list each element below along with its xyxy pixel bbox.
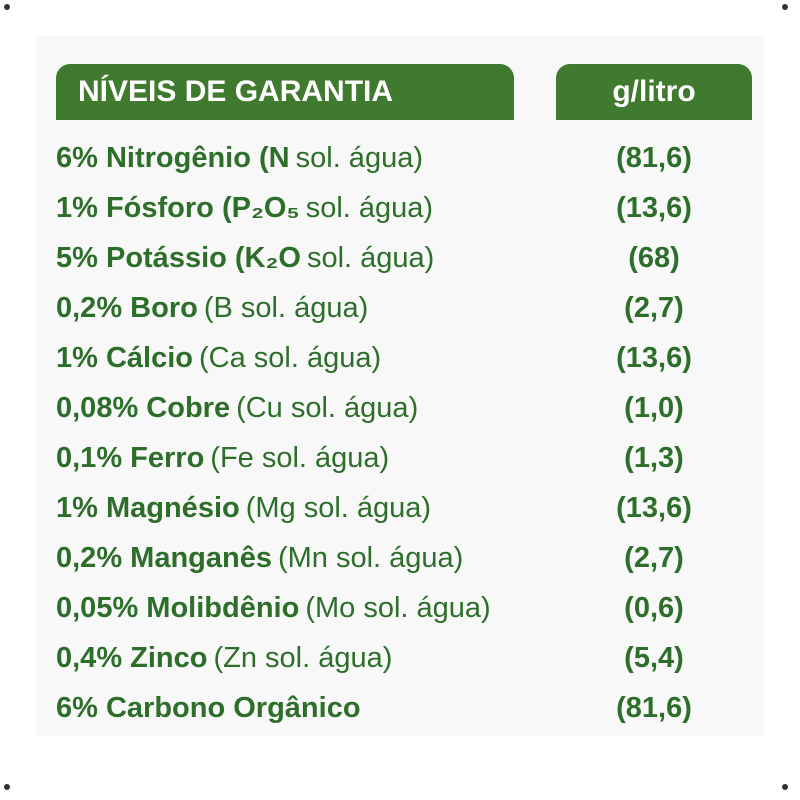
nutrient-note: (Ca sol. água) [199,342,382,374]
nutrient-value: (81,6) [616,692,692,724]
nutrient-label: 6% Nitrogênio (N [56,142,290,174]
nutrient-value: (1,0) [624,392,684,424]
nutrient-panel [36,36,764,736]
nutrient-label: 1% Cálcio [56,342,193,374]
nutrient-value: (0,6) [624,592,684,624]
nutrient-note: (Fe sol. água) [210,442,390,474]
header-unit: g/litro [556,64,752,120]
nutrient-label: 5% Potássio (K₂O [56,242,301,274]
nutrient-label: 0,05% Molibdênio [56,592,300,624]
nutrient-note: sol. água) [305,192,434,224]
header-guarantee-levels-text: NÍVEIS DE GARANTIA [78,75,394,108]
nutrient-value: (13,6) [616,342,692,374]
nutrient-note: sol. água) [295,142,423,174]
header-unit-text: g/litro [612,75,696,108]
nutrient-row-organic-carbon: 6% Carbono Orgânico (81,6) [56,684,756,732]
nutrient-label: 6% Carbono Orgânico [56,692,361,724]
nutrient-row-boron: 0,2% Boro (B sol. água) (2,7) [56,284,756,332]
nutrient-row-molybdenum: 0,05% Molibdênio (Mo sol. água) (0,6) [56,584,756,632]
nutrient-value: (2,7) [624,542,684,574]
nutrient-row-nitrogen: 6% Nitrogênio (N sol. água) (81,6) [56,134,756,182]
nutrient-row-magnesium: 1% Magnésio (Mg sol. água) (13,6) [56,484,756,532]
nutrient-row-phosphorus: 1% Fósforo (P₂O₅ sol. água) (13,6) [56,184,756,232]
nutrient-value: (68) [628,242,680,274]
corner-dot-top-left [4,4,10,10]
nutrient-value: (13,6) [616,192,692,224]
nutrient-value: (5,4) [624,642,684,674]
nutrient-row-potassium: 5% Potássio (K₂O sol. água) (68) [56,234,756,282]
nutrient-note: sol. água) [306,242,435,274]
nutrient-row-calcium: 1% Cálcio (Ca sol. água) (13,6) [56,334,756,382]
nutrient-row-copper: 0,08% Cobre (Cu sol. água) (1,0) [56,384,756,432]
nutrient-note: (Mo sol. água) [305,592,491,624]
nutrient-label: 0,08% Cobre [56,392,231,424]
nutrient-row-iron: 0,1% Ferro (Fe sol. água) (1,3) [56,434,756,482]
nutrient-label: 0,2% Boro [56,292,198,324]
nutrient-note: (Cu sol. água) [236,392,419,424]
corner-dot-bottom-right [782,784,788,790]
nutrient-row-manganese: 0,2% Manganês (Mn sol. água) (2,7) [56,534,756,582]
nutrient-label: 0,1% Ferro [56,442,205,474]
nutrient-note: (Mn sol. água) [277,542,464,574]
corner-dot-top-right [782,4,788,10]
nutrient-note: (B sol. água) [203,292,369,324]
corner-dot-bottom-left [4,784,10,790]
nutrient-value: (13,6) [616,492,692,524]
nutrient-note: (Zn sol. água) [213,642,393,674]
nutrient-note: (Mg sol. água) [245,492,432,524]
nutrient-value: (2,7) [624,292,684,324]
header-guarantee-levels: NÍVEIS DE GARANTIA [56,64,514,120]
nutrient-label: 0,4% Zinco [56,642,208,674]
nutrient-value: (81,6) [616,142,692,174]
nutrient-value: (1,3) [624,442,684,474]
nutrient-label: 1% Fósforo (P₂O₅ [56,192,300,224]
nutrient-label: 0,2% Manganês [56,542,272,574]
nutrient-label: 1% Magnésio [56,492,240,524]
nutrient-row-zinc: 0,4% Zinco (Zn sol. água) (5,4) [56,634,756,682]
